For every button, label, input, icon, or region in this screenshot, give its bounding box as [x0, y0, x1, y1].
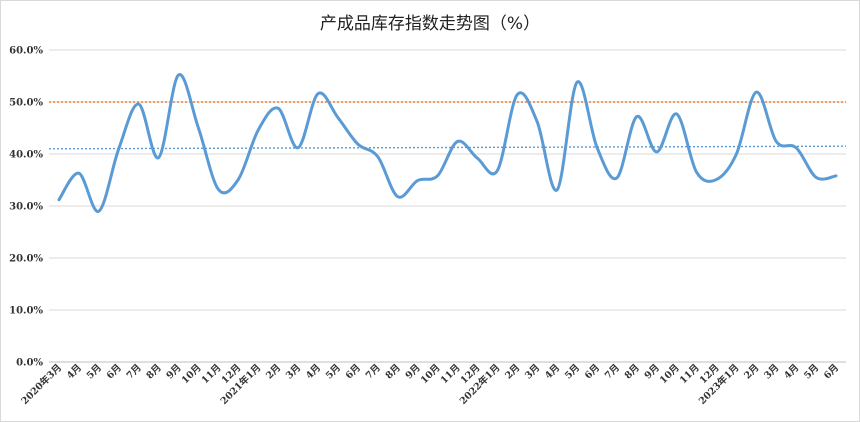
y-tick-label: 40.0% — [9, 150, 43, 161]
x-tick-label: 4月 — [65, 362, 84, 381]
y-tick-label: 60.0% — [9, 46, 43, 57]
x-tick-label: 7月 — [603, 362, 622, 381]
x-tick-label: 8月 — [623, 362, 642, 381]
series-line — [57, 73, 838, 213]
x-tick-label: 4月 — [304, 362, 323, 381]
x-tick-label: 5月 — [324, 362, 343, 381]
x-tick-label: 6月 — [344, 362, 363, 381]
x-tick-label: 8月 — [145, 362, 164, 381]
x-tick-label: 5月 — [85, 362, 104, 381]
x-tick-label: 4月 — [543, 362, 562, 381]
y-tick-label: 30.0% — [9, 202, 43, 213]
y-tick-label: 10.0% — [9, 306, 43, 317]
x-tick-label: 2月 — [742, 362, 761, 381]
x-tick-label: 3月 — [523, 362, 542, 381]
x-tick-label: 11月 — [439, 362, 463, 386]
y-tick-label: 50.0% — [9, 98, 43, 109]
x-tick-label: 8月 — [384, 362, 403, 381]
y-tick-label: 20.0% — [9, 254, 43, 265]
x-tick-label: 10月 — [180, 362, 204, 386]
x-tick-label: 5月 — [802, 362, 821, 381]
x-tick-label: 6月 — [105, 362, 124, 381]
x-tick-label: 3月 — [762, 362, 781, 381]
x-tick-label: 2月 — [503, 362, 522, 381]
x-tick-label: 10月 — [419, 362, 443, 386]
x-tick-label: 7月 — [125, 362, 144, 381]
reference-line — [48, 145, 847, 150]
x-tick-label: 6月 — [583, 362, 602, 381]
x-tick-label: 6月 — [822, 362, 841, 381]
x-tick-label: 3月 — [284, 362, 303, 381]
y-tick-label: 0.0% — [16, 358, 43, 369]
x-tick-label: 7月 — [364, 362, 383, 381]
chart-title: 产成品库存指数走势图（%） — [319, 14, 541, 34]
x-tick-label: 2月 — [264, 362, 283, 381]
x-tick-label: 11月 — [200, 362, 224, 386]
x-tick-label: 10月 — [658, 362, 682, 386]
x-tick-label: 11月 — [678, 362, 702, 386]
x-tick-label: 5月 — [563, 362, 582, 381]
x-tick-label: 4月 — [782, 362, 801, 381]
